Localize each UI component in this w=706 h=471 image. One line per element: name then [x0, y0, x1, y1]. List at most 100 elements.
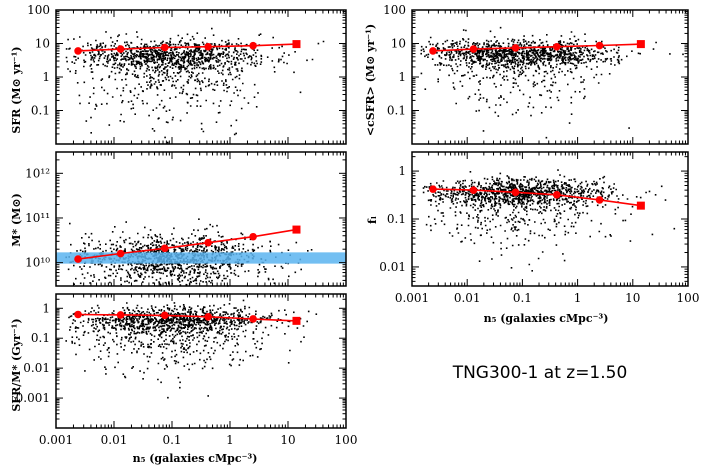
scatter-cloud [65, 27, 325, 144]
median-point [204, 312, 212, 321]
y-tick-label: 1 [398, 70, 406, 84]
median-point [469, 186, 478, 194]
median-point [116, 311, 125, 319]
panel-csfr: 0.1 1 10 100 <cSFR> (M⊙ yr⁻¹) [364, 3, 689, 145]
x-tick-label: 1 [226, 433, 234, 447]
y-tick-label: 0.01 [379, 260, 406, 274]
y-tick-label: 0.001 [16, 391, 50, 405]
xlabel-gas-fraction: n₅ (galaxies cMpc⁻³) [484, 312, 609, 325]
median-point [511, 44, 520, 52]
y-tick-label: 0.1 [387, 104, 406, 118]
scatter-cloud [420, 26, 684, 139]
ylabel-sfr: SFR (M⊙ yr⁻¹) [10, 46, 23, 133]
median-point [160, 311, 169, 320]
median-point [429, 185, 437, 193]
x-tick-label: 100 [335, 433, 358, 447]
median-point [553, 42, 561, 51]
median-point [74, 255, 82, 263]
y-tick-label: 10¹⁰ [25, 256, 50, 270]
y-tick-label: 10 [35, 37, 50, 51]
axis-ticks-sfr: 0.1 1 10 100 [27, 3, 347, 145]
median-line-sfr [74, 40, 301, 55]
y-tick-label: 0.1 [387, 212, 406, 226]
y-tick-label: 0.1 [31, 104, 50, 118]
axes-frame-gas-fraction [411, 151, 689, 287]
median-line-ssfr [74, 310, 301, 325]
median-point [595, 196, 604, 204]
median-point [292, 316, 301, 325]
y-tick-label: 10¹² [25, 166, 50, 180]
y-tick-label: 0.01 [23, 361, 50, 375]
median-line [78, 43, 297, 52]
x-tick-label: 10 [280, 433, 295, 447]
scatter-points-ssfr [65, 299, 318, 399]
x-tick-label: 1 [574, 291, 582, 305]
median-point [249, 41, 257, 50]
ylabel-stellar-mass: M* (M⊙) [10, 193, 23, 247]
median-point [74, 47, 82, 55]
median-point [204, 238, 212, 247]
axis-ticks-csfr: 0.1 1 10 100 [383, 3, 689, 145]
median-point [74, 310, 82, 319]
panel-sfr: 0.1 1 10 100 SFR (M⊙ yr⁻¹) [10, 3, 347, 145]
median-point [595, 41, 604, 50]
panel-gas-fraction: 0.01 0.1 1 0.001 0.01 0.1 1 10 100 fₗ n₅ (galaxi… [366, 151, 699, 325]
median-line-csfr [429, 40, 645, 55]
median-point [116, 45, 125, 53]
y-tick-label: 100 [383, 3, 406, 17]
scatter-cloud [422, 169, 676, 272]
x-tick-label: 0.001 [39, 433, 73, 447]
x-tick-label: 0.1 [162, 433, 181, 447]
x-tick-label: 0.01 [454, 291, 481, 305]
median-point [511, 188, 520, 197]
ylabel-csfr: <cSFR> (M⊙ yr⁻¹) [364, 24, 377, 136]
median-point [636, 201, 645, 210]
median-line [432, 188, 642, 207]
y-tick-label: 1 [398, 164, 406, 178]
median-point [116, 249, 125, 258]
y-tick-label: 10 [391, 37, 406, 51]
figure-caption: TNG300-1 at z=1.50 [452, 363, 628, 383]
median-point [553, 190, 561, 199]
median-point [292, 225, 301, 234]
median-point [160, 244, 169, 253]
y-tick-label: 1 [42, 70, 50, 84]
x-tick-label: 100 [677, 291, 700, 305]
median-line-gas-fraction [429, 185, 645, 210]
ylabel-gas-fraction: fₗ [366, 216, 379, 224]
median-point [292, 40, 301, 49]
scatter-points-sfr [65, 27, 325, 144]
scatter-points-gas-fraction [422, 169, 676, 272]
y-tick-label: 10¹¹ [25, 211, 50, 225]
axis-ticks-ssfr: 0.001 0.01 0.1 1 0.001 0.01 0.1 1 10 100 [16, 293, 358, 447]
xlabel-ssfr: n₅ (galaxies cMpc⁻³) [133, 452, 258, 465]
scatter-cloud [65, 299, 318, 399]
x-tick-label: 0.1 [513, 291, 532, 305]
median-line [78, 313, 297, 322]
median-point [160, 43, 169, 52]
axis-ticks-stellar-mass: 10¹⁰ 10¹¹ 10¹² [25, 151, 347, 287]
x-tick-label: 10 [625, 291, 640, 305]
panel-stellar-mass: 10¹⁰ 10¹¹ 10¹² M* (M⊙) [10, 151, 347, 287]
highlight-band [56, 252, 346, 264]
y-tick-label: 1 [42, 301, 50, 315]
median-point [429, 47, 437, 55]
scatter-points-csfr [420, 26, 684, 139]
mass-band [56, 252, 346, 264]
median-point [469, 45, 478, 53]
median-point [249, 232, 257, 241]
median-line [432, 43, 641, 52]
median-line [77, 228, 297, 260]
median-line-stellar-mass [74, 225, 301, 263]
y-tick-label: 100 [27, 3, 50, 17]
axis-ticks-gas-fraction: 0.01 0.1 1 0.001 0.01 0.1 1 10 100 [379, 152, 699, 305]
y-tick-label: 0.1 [31, 331, 50, 345]
axes-frame-ssfr [55, 293, 347, 429]
x-tick-label: 0.001 [395, 291, 429, 305]
panel-ssfr: 0.001 0.01 0.1 1 0.001 0.01 0.1 1 10 100 SFR/M* (… [10, 293, 358, 465]
median-point [204, 42, 212, 51]
ylabel-ssfr: SFR/M* (Gyr⁻¹) [10, 318, 23, 411]
axes-frame-stellar-mass [55, 151, 347, 287]
x-tick-label: 0.01 [101, 433, 128, 447]
